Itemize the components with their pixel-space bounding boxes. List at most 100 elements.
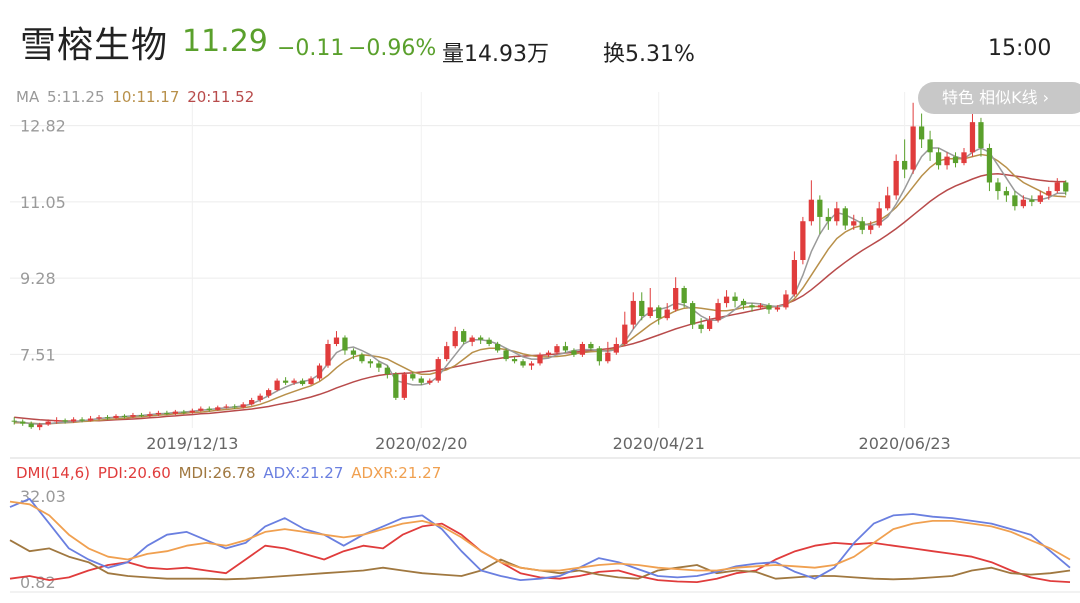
candle[interactable]: [418, 376, 424, 385]
candle[interactable]: [749, 303, 755, 312]
candle[interactable]: [910, 102, 916, 174]
candle[interactable]: [333, 331, 340, 347]
candle[interactable]: [223, 404, 229, 409]
candle[interactable]: [147, 411, 153, 418]
candle[interactable]: [740, 298, 747, 310]
candle[interactable]: [664, 303, 670, 321]
candle[interactable]: [1054, 178, 1060, 194]
candle[interactable]: [189, 408, 195, 414]
candle[interactable]: [528, 361, 535, 370]
candle[interactable]: [859, 216, 865, 235]
candle[interactable]: [537, 352, 543, 366]
candle[interactable]: [11, 417, 17, 425]
candle[interactable]: [54, 417, 60, 424]
candle[interactable]: [164, 410, 170, 416]
candle[interactable]: [1029, 195, 1035, 207]
candle[interactable]: [893, 154, 899, 200]
candle[interactable]: [562, 341, 569, 353]
candle[interactable]: [461, 328, 467, 344]
candle[interactable]: [130, 412, 136, 419]
candle[interactable]: [113, 414, 119, 420]
candle[interactable]: [96, 415, 102, 421]
candle[interactable]: [87, 415, 94, 422]
candle[interactable]: [121, 414, 128, 419]
candle[interactable]: [282, 377, 289, 385]
candle[interactable]: [715, 298, 721, 323]
candle[interactable]: [401, 372, 407, 400]
candle[interactable]: [427, 378, 433, 385]
candle[interactable]: [308, 376, 314, 385]
candle[interactable]: [452, 326, 458, 349]
candle[interactable]: [885, 186, 891, 211]
candle[interactable]: [45, 419, 51, 426]
candle[interactable]: [257, 393, 263, 403]
candle[interactable]: [868, 221, 874, 235]
candle[interactable]: [494, 341, 501, 353]
candle[interactable]: [1003, 186, 1010, 202]
candle[interactable]: [274, 378, 280, 392]
candle[interactable]: [37, 422, 43, 431]
candle[interactable]: [986, 143, 993, 192]
candle[interactable]: [435, 356, 441, 383]
candle[interactable]: [1046, 186, 1052, 200]
candle[interactable]: [342, 335, 348, 355]
candle[interactable]: [503, 348, 509, 362]
candle[interactable]: [545, 350, 552, 357]
candle[interactable]: [1037, 191, 1043, 204]
candle[interactable]: [367, 359, 374, 368]
candle[interactable]: [215, 405, 221, 411]
candle[interactable]: [359, 352, 365, 364]
candle[interactable]: [299, 378, 306, 386]
candle[interactable]: [969, 113, 976, 157]
candle[interactable]: [469, 335, 475, 347]
candle[interactable]: [783, 290, 789, 310]
candle[interactable]: [291, 378, 297, 385]
candle[interactable]: [410, 372, 416, 381]
candle[interactable]: [961, 148, 967, 166]
candle[interactable]: [520, 359, 526, 368]
candle[interactable]: [605, 341, 611, 364]
candle[interactable]: [978, 117, 984, 157]
candle[interactable]: [316, 363, 323, 381]
candle[interactable]: [20, 419, 26, 426]
candle[interactable]: [571, 348, 577, 357]
candle[interactable]: [842, 206, 848, 230]
candle[interactable]: [630, 292, 636, 329]
candle[interactable]: [656, 305, 662, 325]
candle[interactable]: [240, 402, 246, 409]
candle[interactable]: [622, 311, 628, 347]
candle[interactable]: [155, 410, 162, 416]
candle[interactable]: [698, 318, 704, 334]
candle[interactable]: [791, 251, 798, 297]
candle[interactable]: [28, 421, 34, 429]
candle[interactable]: [757, 303, 764, 310]
candle[interactable]: [1020, 195, 1026, 209]
candle[interactable]: [706, 316, 713, 332]
candle[interactable]: [639, 292, 645, 321]
candle[interactable]: [834, 201, 840, 226]
candle[interactable]: [935, 148, 942, 170]
candle[interactable]: [825, 208, 831, 230]
candle[interactable]: [647, 288, 653, 319]
candle[interactable]: [206, 406, 212, 412]
candle[interactable]: [384, 365, 390, 379]
candle[interactable]: [732, 292, 738, 308]
candle[interactable]: [927, 130, 933, 161]
candle[interactable]: [198, 406, 204, 412]
candle[interactable]: [774, 305, 781, 312]
candle[interactable]: [393, 372, 399, 400]
candle[interactable]: [851, 214, 857, 230]
candle[interactable]: [1063, 180, 1069, 196]
candle[interactable]: [478, 335, 484, 344]
candle[interactable]: [766, 303, 772, 314]
candle[interactable]: [232, 404, 238, 410]
candle[interactable]: [70, 417, 77, 423]
stock-name[interactable]: 雪榕生物: [20, 25, 169, 66]
candle[interactable]: [1012, 191, 1018, 211]
candle[interactable]: [511, 356, 518, 364]
candle[interactable]: [79, 417, 85, 423]
candle[interactable]: [486, 337, 492, 347]
candle[interactable]: [817, 195, 823, 235]
candle[interactable]: [673, 277, 679, 312]
candle[interactable]: [808, 180, 814, 226]
